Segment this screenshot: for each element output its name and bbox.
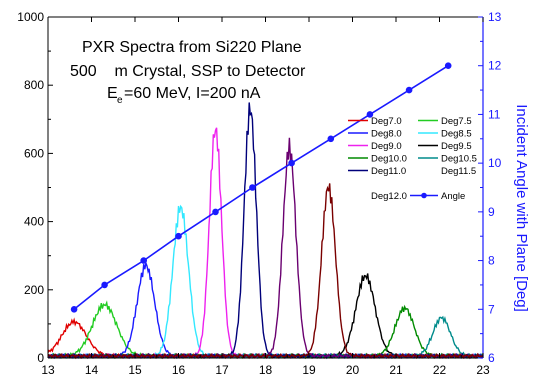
annotation-title: PXR Spectra from Si220 Plane — [82, 39, 302, 56]
angle-point — [327, 135, 335, 143]
legend-label: Angle — [441, 191, 465, 202]
legend-label: Deg8.0 — [371, 129, 402, 140]
angle-point — [288, 159, 295, 167]
y-right-tick-label: 10 — [488, 156, 502, 170]
axes-layer: 13 14 15 16 17 18 19 20 21 22 23 0 200 400 600 800 1000 6… — [17, 10, 501, 377]
x-tick-label: 16 — [172, 363, 186, 377]
y-right-tick-label: 8 — [488, 254, 495, 268]
x-tick-label: 19 — [302, 363, 316, 377]
x-tick-label: 20 — [346, 363, 360, 377]
x-tick-label: 22 — [433, 363, 447, 377]
x-tick-label: 13 — [41, 363, 55, 377]
y-right-axis-label: Incident Angle with Plane [Deg] — [513, 104, 530, 312]
y-left-tick-label: 800 — [24, 78, 44, 92]
y-left-tick-label: 200 — [24, 283, 44, 297]
angle-point — [366, 111, 374, 118]
x-tick-label: 21 — [389, 363, 403, 377]
x-tick-label: 17 — [215, 363, 229, 377]
annotation-crystal: 500 m Crystal, SSP to Detector — [70, 63, 306, 80]
plot-area — [48, 17, 483, 358]
legend-label: Deg8.5 — [441, 129, 472, 140]
y-right-tick-label: 9 — [488, 205, 495, 219]
y-right-tick-label: 11 — [488, 107, 501, 121]
x-tick-label: 18 — [259, 363, 273, 377]
legend-label: Deg11.5 — [441, 166, 476, 177]
angle-point — [101, 281, 108, 289]
y-right-tick-label: 12 — [488, 59, 502, 73]
angle-point — [405, 86, 413, 94]
legend-label: Deg7.0 — [371, 116, 402, 127]
y-left-tick-label: 400 — [24, 215, 44, 229]
angle-point — [175, 232, 182, 240]
angle-point — [140, 257, 147, 264]
y-left-tick-label: 600 — [24, 146, 44, 160]
y-right-tick-label: 6 — [488, 351, 495, 365]
annotation-block: PXR Spectra from Si220 Plane 500 m Cryst… — [70, 39, 306, 106]
y-left-tick-label: 1000 — [17, 10, 44, 24]
x-tick-label: 14 — [85, 363, 99, 377]
angle-point — [444, 62, 452, 69]
legend-label: Deg10.0 — [371, 154, 407, 165]
legend-label: Deg7.5 — [441, 116, 472, 127]
y-right-tick-label: 13 — [488, 10, 502, 24]
x-tick-label: 15 — [128, 363, 142, 377]
x-tick-label: 23 — [476, 363, 490, 377]
y-right-tick-label: 7 — [488, 302, 495, 316]
legend-label: Deg10.5 — [441, 154, 477, 165]
legend-label: Deg11.0 — [371, 166, 406, 177]
legend-label: Deg9.0 — [371, 141, 402, 152]
legend: Deg7.0 Deg7.5 Deg8.0 Deg8.5 Deg9.0 Deg9.5 Deg1… — [348, 116, 477, 202]
angle-point — [212, 208, 219, 216]
y-left-tick-label: 0 — [37, 351, 44, 365]
legend-label: Deg12.0 — [371, 191, 407, 202]
legend-marker — [421, 192, 427, 199]
angle-point — [70, 306, 78, 313]
legend-label: Deg9.5 — [441, 141, 472, 152]
annotation-energy-sub: e — [117, 95, 123, 106]
angle-point — [249, 184, 256, 191]
plot-background — [48, 17, 483, 358]
annotation-energy-e: E — [107, 85, 118, 102]
annotation-energy-rest: =60 MeV, I=200 nA — [124, 85, 261, 102]
